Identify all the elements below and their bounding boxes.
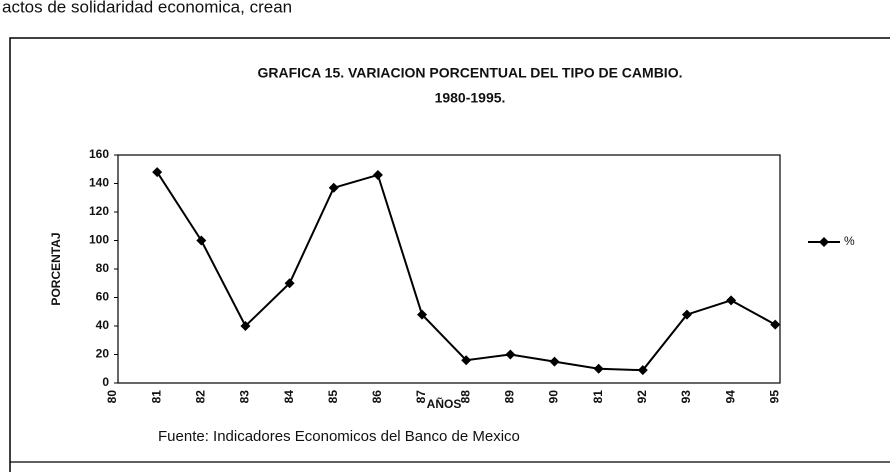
y-tick-label: 0	[102, 375, 109, 389]
x-tick-label: 81	[149, 390, 163, 404]
x-tick-label: 82	[193, 390, 207, 404]
y-tick-label: 60	[96, 290, 110, 304]
frame	[9, 37, 890, 472]
source-note: Fuente: Indicadores Economicos del Banco…	[158, 428, 520, 445]
x-tick-label: 88	[458, 390, 472, 404]
data-point	[152, 167, 163, 178]
x-tick-label: 95	[767, 390, 781, 404]
x-tick-label: 93	[679, 390, 693, 404]
x-tick-label: 92	[635, 390, 649, 404]
x-tick-label: 94	[723, 390, 737, 404]
legend-marker	[819, 237, 829, 247]
data-point	[637, 365, 648, 376]
data-point	[417, 309, 428, 320]
x-tick-label: 83	[238, 390, 252, 404]
legend-label: %	[844, 234, 855, 248]
data-point	[284, 278, 295, 289]
data-point	[726, 295, 737, 306]
data-point	[461, 355, 472, 366]
x-tick-label: 85	[326, 390, 340, 404]
y-tick-label: 80	[96, 261, 110, 275]
data-point	[505, 349, 516, 360]
data-point	[593, 363, 604, 374]
x-tick-label: 81	[591, 390, 605, 404]
data-point	[240, 321, 251, 331]
x-axis-label: AÑOS	[427, 396, 462, 411]
x-tick-label: 84	[282, 390, 296, 404]
y-tick-label: 40	[96, 318, 110, 332]
data-point	[328, 182, 339, 193]
data-point	[770, 319, 781, 330]
y-tick-label: 20	[96, 347, 110, 361]
y-tick-label: 140	[89, 176, 109, 190]
header-text: actos de solidaridad economica, crean	[2, 0, 292, 16]
data-line	[156, 171, 776, 372]
y-tick-label: 160	[89, 147, 109, 161]
x-tick-label: 86	[370, 390, 384, 404]
x-tick-label: 89	[503, 390, 517, 404]
data-point	[681, 309, 692, 320]
y-tick-label: 120	[89, 204, 109, 218]
chart-title: GRAFICA 15. VARIACION PORCENTUAL DEL TIP…	[258, 65, 683, 81]
x-tick-label: 87	[414, 390, 428, 404]
data-point	[372, 169, 383, 180]
plot-frame	[117, 154, 781, 384]
y-axis-label: PORCENTAJ	[49, 232, 63, 305]
y-tick-label: 100	[89, 233, 109, 247]
chart-subtitle: 1980-1995.	[435, 90, 506, 106]
x-tick-label: 90	[547, 390, 561, 404]
data-point	[549, 356, 560, 367]
data-point	[196, 235, 207, 246]
x-tick-label: 80	[105, 390, 119, 404]
